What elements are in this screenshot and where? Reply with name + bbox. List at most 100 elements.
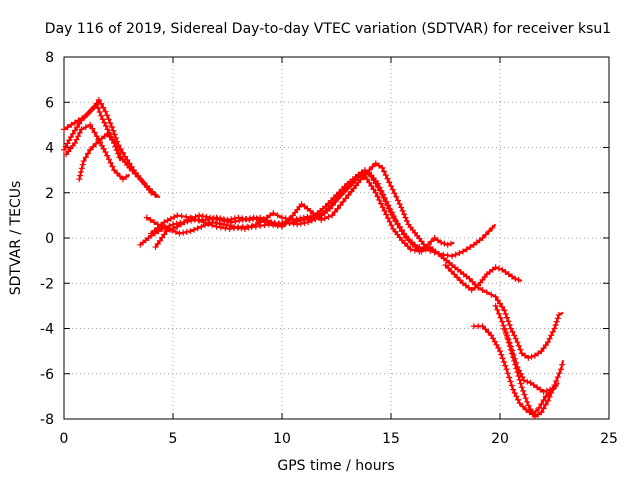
data-point: [279, 214, 285, 221]
data-point: [326, 205, 333, 212]
data-point: [513, 393, 520, 400]
data-point: [508, 273, 515, 280]
data-point: [482, 231, 489, 238]
data-point: [82, 112, 89, 119]
data-point: [508, 382, 515, 389]
data-point: [379, 204, 386, 211]
data-point: [369, 163, 376, 170]
data-point: [345, 192, 352, 199]
data-point: [111, 131, 118, 138]
data-point: [76, 120, 83, 127]
data-point: [499, 304, 506, 311]
data-point: [95, 96, 102, 103]
data-point: [398, 227, 405, 234]
data-point: [501, 325, 508, 332]
data-point: [64, 140, 71, 147]
data-point: [444, 241, 451, 248]
data-point: [100, 104, 107, 111]
data-point: [105, 116, 112, 123]
data-point: [329, 202, 336, 209]
data-point: [553, 378, 560, 385]
x-tick-label: 0: [60, 431, 69, 447]
data-point: [479, 235, 486, 241]
data-point: [524, 398, 531, 405]
data-point: [301, 219, 308, 226]
data-point: [174, 223, 181, 230]
data-point: [511, 332, 518, 339]
data-point: [213, 223, 220, 230]
y-tick-label: -2: [40, 276, 54, 292]
series-markers-trace-3: [63, 121, 130, 183]
data-point: [544, 339, 551, 346]
data-point: [471, 284, 478, 291]
data-point: [502, 329, 509, 336]
y-tick-label: 8: [45, 50, 54, 66]
data-point: [119, 149, 126, 156]
data-point: [107, 120, 114, 127]
data-point: [183, 213, 190, 220]
x-axis-label: GPS time / hours: [277, 458, 394, 474]
data-point: [519, 374, 526, 381]
data-point: [398, 204, 405, 211]
data-point: [161, 231, 168, 238]
data-point: [479, 287, 486, 294]
data-point: [515, 276, 522, 283]
data-point: [366, 179, 373, 186]
data-point: [531, 413, 538, 420]
data-point: [510, 386, 517, 393]
data-point: [91, 129, 98, 136]
data-point: [510, 351, 517, 358]
data-point: [538, 409, 545, 416]
data-point: [159, 234, 166, 241]
data-point: [438, 239, 445, 246]
data-point: [513, 359, 520, 366]
data-point: [511, 355, 518, 362]
data-point: [199, 213, 206, 220]
data-point: [386, 179, 393, 186]
data-point: [308, 213, 315, 220]
data-point: [286, 219, 293, 226]
data-point: [354, 174, 361, 181]
data-point: [170, 225, 177, 232]
y-tick-label: 6: [45, 95, 54, 111]
data-point: [517, 380, 524, 387]
data-point: [116, 173, 123, 180]
data-point: [337, 202, 344, 209]
data-point: [505, 318, 512, 325]
data-point: [452, 251, 459, 258]
data-point: [463, 246, 470, 253]
data-point: [104, 152, 111, 159]
data-point: [507, 343, 514, 350]
data-point: [390, 213, 397, 220]
data-point: [552, 322, 559, 329]
data-point: [71, 139, 78, 146]
data-point: [113, 147, 120, 154]
data-point: [374, 180, 381, 187]
data-point: [116, 154, 123, 161]
data-point: [176, 230, 183, 237]
data-point: [516, 400, 523, 407]
data-point: [222, 225, 229, 232]
data-point: [500, 358, 507, 365]
data-point: [546, 335, 553, 342]
data-point: [431, 235, 438, 241]
data-point: [334, 205, 341, 212]
data-point: [109, 163, 116, 170]
x-tick-label: 10: [273, 431, 291, 447]
data-point: [117, 146, 124, 153]
data-point: [239, 216, 246, 223]
data-point: [147, 216, 154, 223]
data-point: [404, 243, 411, 250]
data-point: [401, 240, 408, 247]
x-tick-label: 5: [169, 431, 178, 447]
data-point: [232, 218, 239, 225]
data-point: [87, 121, 94, 128]
data-point: [538, 400, 545, 407]
data-point: [87, 146, 94, 153]
data-point: [384, 175, 391, 182]
data-point: [558, 366, 565, 373]
data-point: [504, 370, 511, 377]
data-point: [312, 216, 319, 223]
data-point: [505, 336, 512, 343]
data-point: [459, 248, 466, 255]
